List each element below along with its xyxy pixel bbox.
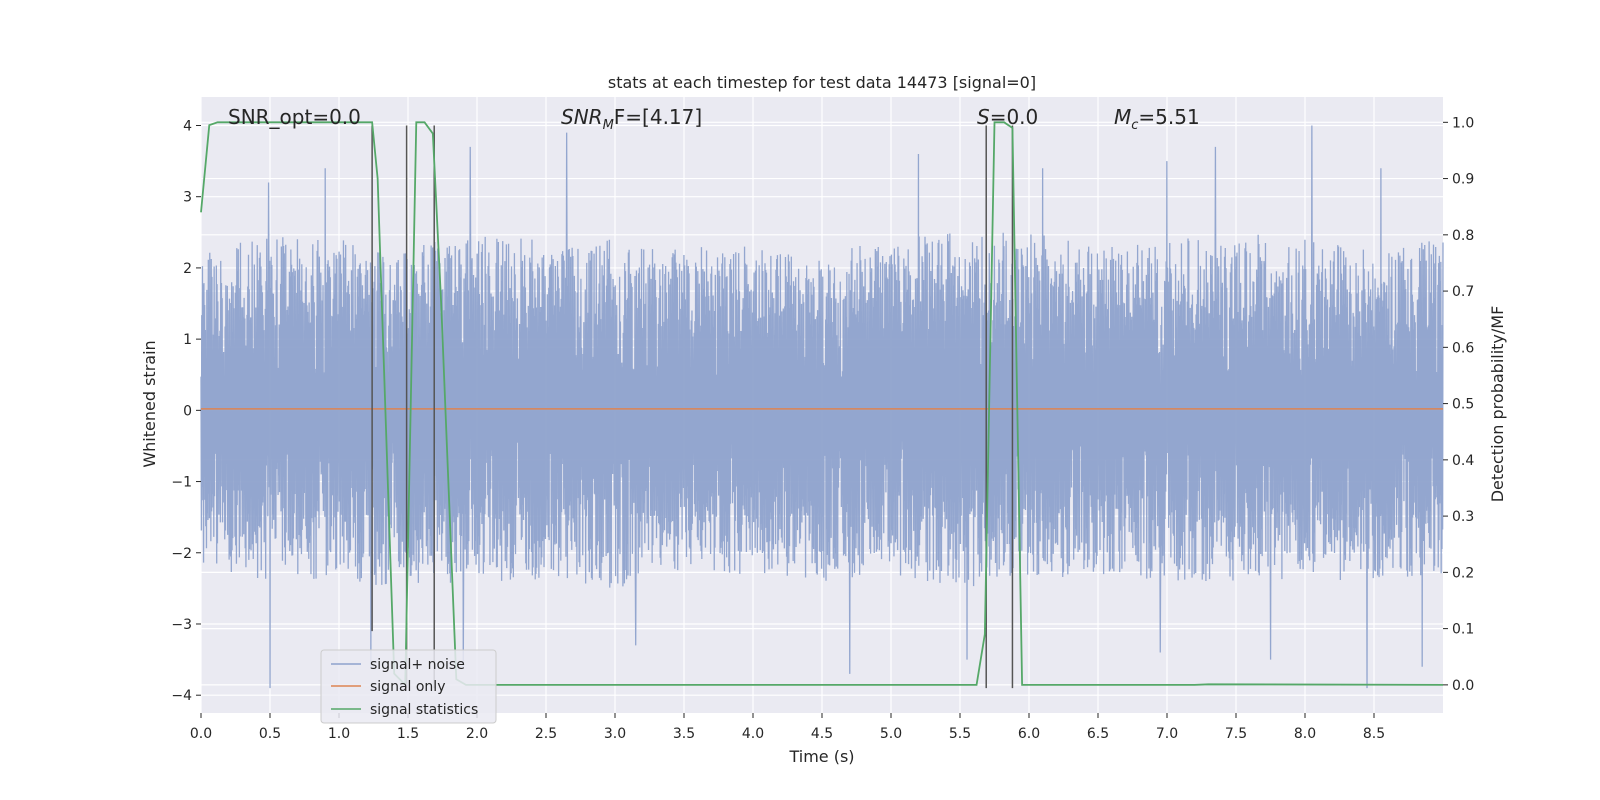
y-axis-ticks: 4 3 2 1 0 −1 −2 −3 −4 xyxy=(171,118,201,704)
x-tick-label: 7.0 xyxy=(1156,726,1178,742)
y-tick-label: 1 xyxy=(183,332,192,348)
y-right-tick-label: 0.0 xyxy=(1452,678,1474,694)
chart-title: stats at each timestep for test data 144… xyxy=(608,73,1036,92)
legend: signal+ noise signal only signal statist… xyxy=(320,649,497,724)
x-tick-label: 4.0 xyxy=(742,726,764,742)
x-tick-label: 1.5 xyxy=(397,726,419,742)
x-tick-label: 8.5 xyxy=(1363,726,1385,742)
y-right-tick-label: 0.9 xyxy=(1452,172,1474,188)
annotation-snr-opt: SNR_opt=0.0 xyxy=(228,105,361,129)
y-right-tick-label: 0.7 xyxy=(1452,284,1474,300)
x-tick-label: 5.0 xyxy=(880,726,902,742)
y-right-tick-label: 0.3 xyxy=(1452,509,1474,525)
x-tick-label: 4.5 xyxy=(811,726,833,742)
x-tick-label: 5.5 xyxy=(949,726,971,742)
signal-statistics-line xyxy=(200,121,1444,688)
y-right-tick-label: 0.2 xyxy=(1452,565,1474,581)
y-axis-right-label: Detection probability/MF xyxy=(1488,306,1507,503)
y-axis-right-ticks: 1.0 0.9 0.8 0.7 0.6 0.5 0.4 0.3 0.2 0.1 0.0 xyxy=(1443,115,1474,694)
x-tick-label: 0.0 xyxy=(190,726,212,742)
x-tick-label: 6.0 xyxy=(1018,726,1040,742)
x-tick-label: 6.5 xyxy=(1087,726,1109,742)
x-axis-ticks: 0.0 0.5 1.0 1.5 2.0 2.5 3.0 3.5 4.0 4.5 5.0 5.5 6.0 6… xyxy=(190,713,1385,742)
annotation-s: S=0.0 xyxy=(977,105,1038,129)
x-axis-label: Time (s) xyxy=(788,747,854,766)
annotation-mc: Mc=5.51 xyxy=(1114,105,1200,133)
y-tick-label: 2 xyxy=(183,261,192,277)
x-tick-label: 8.0 xyxy=(1294,726,1316,742)
y-tick-label: 4 xyxy=(183,118,192,134)
x-tick-label: 0.5 xyxy=(259,726,281,742)
annotation-snr-mf: SNRMF=[4.17] xyxy=(561,105,702,133)
x-tick-label: 3.0 xyxy=(604,726,626,742)
legend-label-stats: signal statistics xyxy=(370,702,478,718)
y-tick-label: −2 xyxy=(171,546,192,562)
series-signal-statistics xyxy=(200,121,1444,688)
y-right-tick-label: 0.1 xyxy=(1452,622,1474,638)
y-axis-label: Whitened strain xyxy=(140,340,159,467)
y-tick-label: 3 xyxy=(183,190,192,206)
x-tick-label: 7.5 xyxy=(1225,726,1247,742)
y-tick-label: −4 xyxy=(171,688,192,704)
y-tick-label: −3 xyxy=(171,617,192,633)
y-right-tick-label: 0.8 xyxy=(1452,228,1474,244)
y-right-tick-label: 0.4 xyxy=(1452,453,1474,469)
legend-box xyxy=(320,649,497,724)
x-tick-label: 1.0 xyxy=(328,726,350,742)
y-right-tick-label: 0.6 xyxy=(1452,340,1474,356)
y-right-tick-label: 1.0 xyxy=(1452,115,1474,131)
y-tick-label: −1 xyxy=(171,475,192,491)
legend-label-signal-only: signal only xyxy=(370,679,445,695)
y-tick-label: 0 xyxy=(183,403,192,419)
legend-label-noise: signal+ noise xyxy=(370,657,465,673)
x-tick-label: 2.5 xyxy=(535,726,557,742)
series-signal-noise xyxy=(200,125,1444,689)
y-right-tick-label: 0.5 xyxy=(1452,397,1474,413)
x-tick-label: 2.0 xyxy=(466,726,488,742)
noise-trace xyxy=(200,125,1444,689)
x-tick-label: 3.5 xyxy=(673,726,695,742)
